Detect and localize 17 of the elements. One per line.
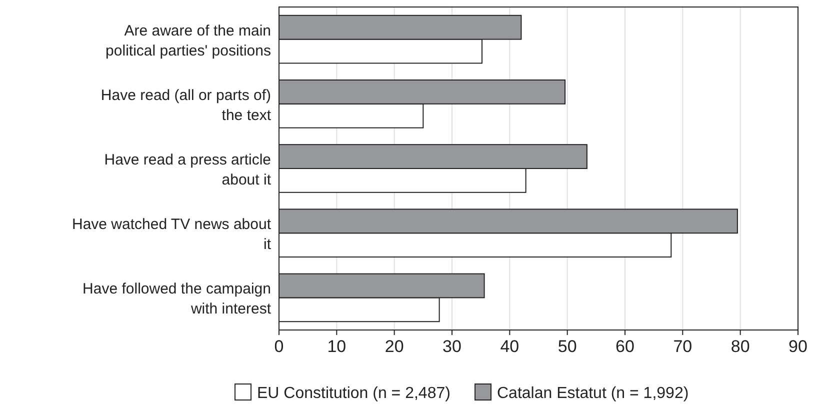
- y-tick-label: Have read a press article about it: [104, 152, 272, 188]
- x-tick-label: 50: [558, 337, 577, 356]
- x-tick-label: 80: [730, 337, 750, 356]
- x-tick-label: 90: [788, 337, 808, 356]
- legend-label: Catalan Estatut (n = 1,992): [497, 385, 689, 402]
- x-tick-label: 70: [673, 337, 692, 356]
- y-tick-label: Have followed the campaign with interest: [82, 280, 272, 318]
- x-tick-label: 30: [442, 337, 462, 356]
- y-tick-label: Have watched TV news about it: [72, 216, 272, 254]
- y-tick-label: Have read (all or parts of) the text: [100, 86, 272, 124]
- x-tick-label: 40: [500, 337, 520, 356]
- legend-label: EU Constitution (n = 2,487): [257, 385, 450, 402]
- y-tick-label: Are aware of the main political parties' positions: [106, 22, 271, 60]
- x-tick-label: 60: [616, 337, 634, 356]
- x-tick-label: 20: [384, 337, 404, 356]
- x-tick-label: 10: [327, 337, 346, 356]
- x-tick-label: 0: [274, 337, 284, 356]
